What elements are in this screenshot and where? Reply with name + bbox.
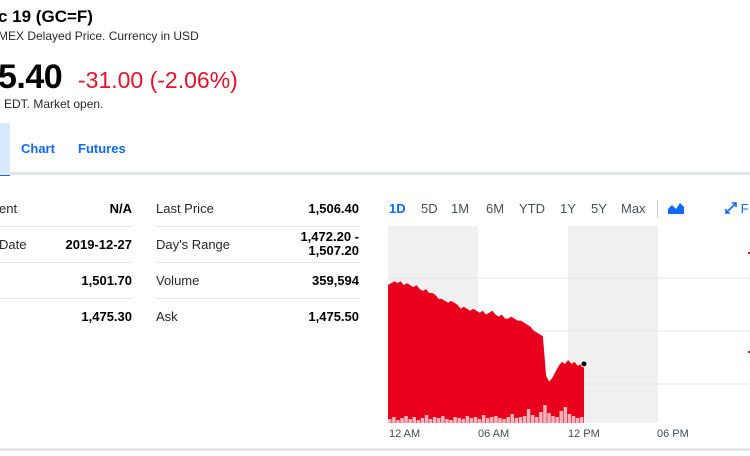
stat-label: Day's Range <box>156 237 231 252</box>
range-6m-button[interactable]: 6M <box>486 201 505 216</box>
row-divider <box>0 226 132 227</box>
volume-bar <box>498 418 502 423</box>
volume-bar <box>481 415 486 423</box>
x-tick-label: 12 AM <box>389 428 421 440</box>
tab-summary[interactable] <box>0 123 10 176</box>
volume-bar <box>392 417 396 423</box>
x-tick-label: 12 PM <box>568 428 600 440</box>
row-divider <box>156 298 360 299</box>
volume-bar <box>526 409 531 423</box>
volume-bar <box>567 414 572 423</box>
stat-label: Ask <box>156 309 178 324</box>
quote-tabs: Chart Futures <box>0 123 750 176</box>
volume-bar <box>469 418 474 423</box>
volume-bar <box>404 416 408 423</box>
volume-bar <box>416 420 421 423</box>
volume-bar <box>494 416 498 423</box>
volume-bar <box>420 418 425 423</box>
range-ytd-button[interactable]: YTD <box>519 201 545 216</box>
volume-bar <box>412 417 416 423</box>
range-5d-button[interactable]: 5D <box>421 201 438 216</box>
volume-bar <box>535 417 539 423</box>
section-divider <box>0 448 750 451</box>
stat-value: 2019-12-27 <box>65 237 133 252</box>
stat-value: 1,475.50 <box>308 309 359 324</box>
volume-bar <box>551 416 555 423</box>
tab-chart[interactable]: Chart <box>21 141 55 156</box>
current-price: 5.40 <box>0 58 63 96</box>
row-divider <box>0 262 132 263</box>
volume-bar <box>575 418 580 423</box>
volume-bar <box>539 412 543 423</box>
volume-bar <box>457 418 461 423</box>
price-area <box>388 281 584 423</box>
control-separator <box>657 200 658 218</box>
volume-bar <box>477 419 482 423</box>
volume-bar <box>396 420 400 423</box>
row-divider <box>156 262 360 263</box>
volume-bar <box>547 413 551 423</box>
volume-bar <box>445 419 449 423</box>
volume-bar <box>453 417 457 423</box>
volume-bar <box>559 411 563 423</box>
stat-label: Date <box>0 237 27 252</box>
mountain-chart-icon[interactable] <box>668 202 684 214</box>
volume-bar <box>437 418 441 423</box>
volume-bar <box>518 417 523 423</box>
volume-bar <box>563 407 568 423</box>
volume-bar <box>490 417 494 423</box>
tab-divider <box>0 172 750 175</box>
volume-bar <box>461 419 465 423</box>
volume-bar <box>449 420 453 423</box>
volume-bar <box>579 417 584 423</box>
volume-bar <box>400 418 404 423</box>
exchange-subtitle: MEX Delayed Price. Currency in USD <box>0 29 199 43</box>
row-divider <box>156 226 360 227</box>
volume-bar <box>530 415 535 423</box>
stat-value: 1,506.40 <box>308 201 359 216</box>
range-5y-button[interactable]: 5Y <box>591 201 607 216</box>
stat-label: Last Price <box>156 201 214 216</box>
volume-bar <box>428 419 433 423</box>
volume-bar <box>408 419 412 423</box>
range-1m-button[interactable]: 1M <box>451 201 470 216</box>
volume-bar <box>441 416 445 423</box>
volume-bar <box>424 415 429 423</box>
volume-bar <box>502 419 506 423</box>
price-change: -31.00 (-2.06%) <box>78 67 238 93</box>
volume-bar <box>514 418 519 423</box>
volume-bar <box>555 417 559 423</box>
last-price-marker <box>580 360 588 368</box>
expand-chart-button[interactable]: F <box>725 201 749 216</box>
x-tick-label: 06 PM <box>657 428 689 440</box>
stat-label: ent <box>0 201 18 216</box>
stat-value: 359,594 <box>312 273 359 288</box>
row-divider <box>0 298 132 299</box>
range-max-button[interactable]: Max <box>621 201 646 216</box>
volume-bar <box>510 414 514 423</box>
volume-bar <box>388 419 392 423</box>
range-1y-button[interactable]: 1Y <box>560 201 576 216</box>
stat-value: 1,475.30 <box>81 309 132 324</box>
price-chart[interactable] <box>388 226 750 423</box>
page-title: c 19 (GC=F) <box>0 7 93 26</box>
market-status: EDT. Market open. <box>4 97 104 111</box>
stat-value: 1,472.20 - 1,507.20 <box>300 229 359 258</box>
volume-bar <box>486 418 490 423</box>
stat-value: 1,501.70 <box>81 273 132 288</box>
volume-bar <box>465 416 470 423</box>
volume-bar <box>543 405 547 423</box>
expand-label: F <box>740 201 749 216</box>
stat-label: Volume <box>156 273 200 288</box>
expand-icon <box>725 202 737 214</box>
volume-bar <box>571 416 576 423</box>
stat-value: N/A <box>109 201 132 216</box>
volume-bar <box>506 417 510 423</box>
volume-bar <box>522 416 527 423</box>
volume-bar <box>473 417 478 423</box>
range-1d-button[interactable]: 1D <box>389 201 406 216</box>
tab-futures[interactable]: Futures <box>78 141 126 156</box>
volume-bar <box>432 417 437 423</box>
x-tick-label: 06 AM <box>478 428 510 440</box>
